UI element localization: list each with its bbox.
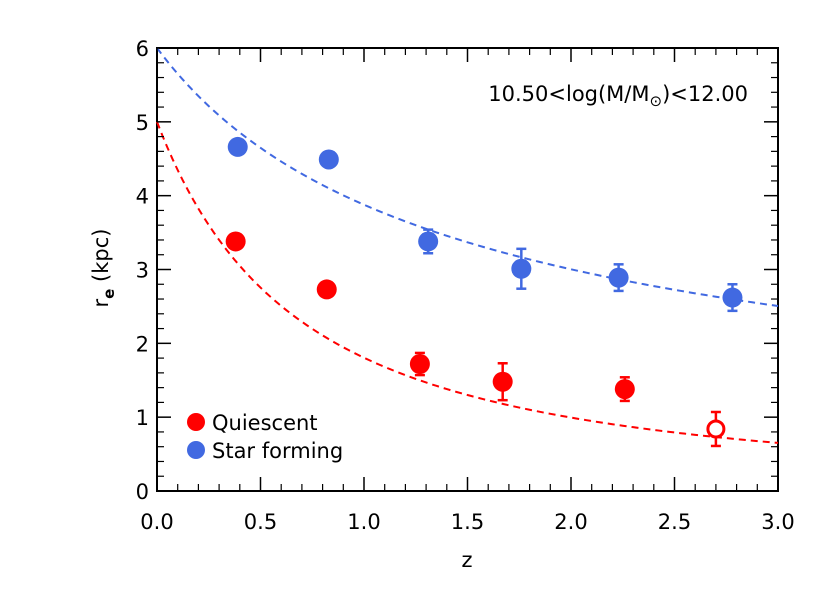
data-point-star-forming	[418, 231, 439, 252]
legend: Quiescent Star forming	[187, 411, 343, 463]
y-axis-title: re (kpc)	[89, 229, 118, 308]
x-tick-label: 0.0	[140, 510, 173, 534]
fit-lines	[156, 47, 779, 444]
x-tick-label: 2.0	[554, 510, 587, 534]
data-point-star-forming	[722, 287, 743, 308]
data-point-quiescent-open	[706, 419, 726, 439]
data-point-star-forming	[511, 258, 532, 279]
y-tick-label: 0	[136, 480, 149, 504]
data-point-quiescent	[409, 354, 430, 375]
y-tick-label: 6	[136, 37, 149, 61]
fit-line-star-forming	[156, 47, 779, 308]
x-tick-label: 1.0	[347, 510, 380, 534]
x-tick-label: 3.0	[761, 510, 794, 534]
y-tick-label: 2	[136, 332, 149, 356]
y-tick-label: 5	[136, 111, 149, 135]
y-tick-label: 1	[136, 406, 149, 430]
x-tick-label: 0.5	[244, 510, 277, 534]
legend-marker-star-forming	[187, 441, 205, 459]
data-points	[225, 136, 743, 448]
data-point-quiescent	[316, 279, 337, 300]
x-tick-label: 2.5	[658, 510, 691, 534]
annotation: 10.50<log(M/M⊙)<12.00	[488, 82, 748, 110]
legend-label-star-forming: Star forming	[212, 439, 343, 463]
x-tick-label: 1.5	[451, 510, 484, 534]
data-point-quiescent	[225, 231, 246, 252]
data-point-star-forming	[227, 136, 248, 157]
y-tick-label: 3	[136, 259, 149, 283]
axis-ticks: 0.0 0.5 1.0 1.5 2.0 2.5 3.0 0 1 2 3 4 5 6	[136, 37, 795, 534]
fit-line-quiescent	[156, 121, 779, 444]
x-axis-title: z	[461, 548, 472, 572]
data-point-quiescent	[492, 371, 513, 392]
data-point-star-forming	[318, 149, 339, 170]
data-point-quiescent	[614, 379, 635, 400]
legend-label-quiescent: Quiescent	[212, 411, 318, 435]
legend-marker-quiescent	[187, 413, 205, 431]
data-point-star-forming	[608, 267, 629, 288]
y-tick-label: 4	[136, 185, 149, 209]
